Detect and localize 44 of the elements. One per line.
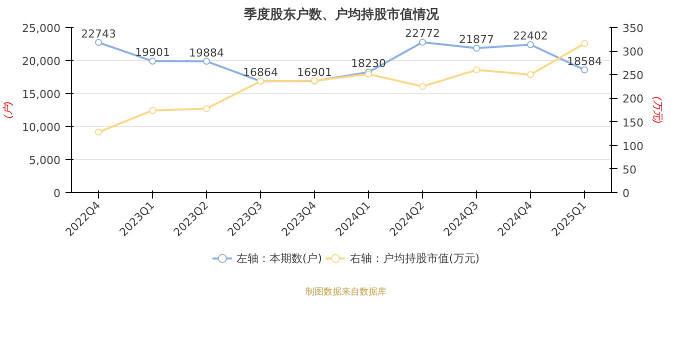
point [149, 58, 156, 65]
text: 制图数据来自数据库 [306, 286, 386, 298]
y2-tick-label: 300 [622, 46, 644, 59]
y2-tick-label: 200 [622, 92, 644, 106]
data-label: 22772 [405, 27, 440, 40]
point [581, 40, 588, 48]
legend-label: 右轴：户均持股市值(万元) [350, 250, 480, 266]
data-label: 16864 [243, 66, 278, 80]
point [419, 82, 426, 90]
data-label: 18584 [567, 54, 602, 68]
point [149, 106, 156, 114]
point [203, 58, 210, 65]
y-tick-label: 10,000 [22, 121, 61, 134]
y-axis-title: (户) [2, 102, 14, 118]
point [581, 66, 588, 74]
data-label: 19884 [189, 46, 224, 60]
point [527, 41, 534, 48]
point [419, 38, 426, 46]
y2-tick-label: 0 [622, 187, 630, 200]
point [95, 128, 102, 136]
chart-title: 季度股东户数、户均持股市值情况 [243, 6, 440, 22]
point [95, 38, 102, 46]
y-tick-label: 20,000 [22, 55, 61, 68]
data-label: 18230 [351, 57, 386, 70]
y2-tick-label: 100 [622, 140, 644, 153]
point [473, 66, 480, 74]
data-label: 21877 [459, 33, 494, 46]
y-tick-label: 0 [54, 187, 60, 200]
y-tick-label: 5,000 [29, 154, 61, 167]
data-label: 19901 [135, 46, 170, 60]
data-label: 16901 [297, 66, 332, 79]
y2-tick-label: 50 [622, 163, 636, 176]
data-label: 22743 [81, 27, 116, 40]
data-label: 22402 [513, 30, 548, 43]
point [473, 44, 480, 52]
y-tick-label: 25,000 [22, 22, 61, 35]
y2-axis-title: (万元) [651, 96, 662, 124]
y2-tick-label: 350 [622, 22, 644, 35]
legend-label: 左轴：本期数(户) [236, 250, 322, 266]
point [203, 105, 210, 112]
point [527, 71, 534, 78]
y-tick-label: 15,000 [22, 88, 61, 101]
y2-tick-label: 150 [622, 116, 644, 130]
y2-tick-label: 250 [622, 69, 644, 82]
